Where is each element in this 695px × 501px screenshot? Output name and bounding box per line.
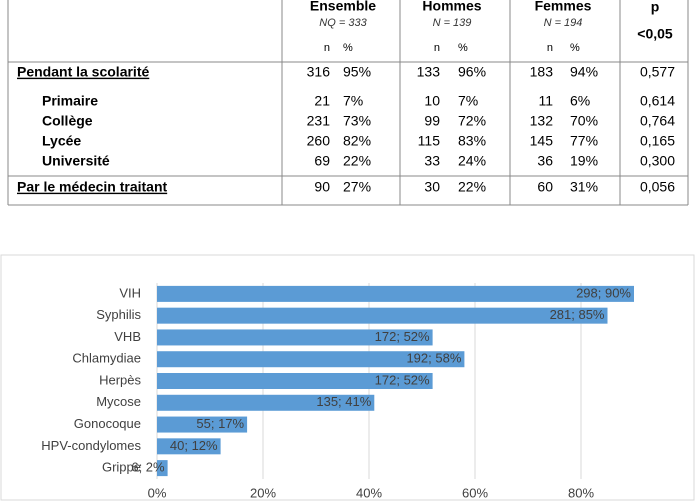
category-label: Grippe	[102, 460, 141, 475]
p-value: 0,764	[640, 113, 675, 129]
bar	[157, 438, 221, 455]
pct-value: 22%	[343, 153, 371, 169]
category-label: Chlamydiae	[72, 351, 141, 366]
bar	[157, 416, 248, 433]
bar	[157, 285, 634, 302]
data-label: 298; 90%	[576, 285, 631, 300]
pct-value: 24%	[458, 153, 486, 169]
column-title: Ensemble	[310, 0, 376, 14]
pct-header: %	[458, 42, 468, 54]
category-label: Syphilis	[96, 307, 141, 322]
pct-value: 72%	[458, 113, 486, 129]
n-value: 36	[537, 153, 553, 169]
data-label: 55; 17%	[196, 416, 244, 431]
column-subtitle: N = 139	[433, 17, 472, 29]
p-subtitle: <0,05	[637, 26, 673, 42]
category-label: Gonocoque	[74, 416, 141, 431]
n-value: 132	[530, 113, 554, 129]
n-value: 30	[424, 179, 440, 195]
column-title: Hommes	[422, 0, 481, 14]
n-value: 145	[530, 133, 554, 149]
n-value: 183	[530, 64, 554, 80]
row-label: Lycée	[42, 133, 81, 149]
p-value: 0,577	[640, 64, 675, 80]
pct-value: 19%	[570, 153, 598, 169]
data-label: 172; 52%	[375, 372, 430, 387]
n-value: 90	[314, 179, 330, 195]
x-tick-label: 20%	[250, 485, 276, 500]
chart-frame	[0, 254, 695, 501]
n-value: 33	[424, 153, 440, 169]
pct-value: 7%	[343, 93, 363, 109]
row-label: Collège	[42, 113, 93, 129]
column-title: Femmes	[535, 0, 592, 14]
pct-value: 94%	[570, 64, 598, 80]
p-value: 0,614	[640, 93, 675, 109]
category-label: Mycose	[96, 394, 141, 409]
pct-value: 73%	[343, 113, 371, 129]
n-value: 260	[307, 133, 331, 149]
pct-value: 7%	[458, 93, 478, 109]
pct-value: 27%	[343, 179, 371, 195]
n-value: 316	[307, 64, 331, 80]
section-label: Pendant la scolarité	[17, 64, 149, 80]
bar	[157, 373, 433, 389]
n-value: 99	[424, 113, 440, 129]
p-value: 0,056	[640, 179, 675, 195]
pct-value: 70%	[570, 113, 598, 129]
row-label: Université	[42, 153, 110, 169]
pct-value: 95%	[343, 64, 371, 80]
pct-header: %	[570, 42, 580, 54]
column-subtitle: NQ = 333	[319, 17, 367, 29]
p-title: p	[651, 0, 660, 15]
bar	[157, 307, 608, 324]
x-tick-label: 80%	[568, 485, 594, 500]
n-value: 69	[314, 153, 330, 169]
data-label: 172; 52%	[375, 329, 430, 344]
n-value: 21	[314, 93, 330, 109]
bar	[157, 460, 168, 477]
n-header: n	[547, 42, 553, 54]
category-label: VIH	[119, 285, 141, 300]
p-value: 0,165	[640, 133, 675, 149]
pct-value: 96%	[458, 64, 486, 80]
bar	[157, 394, 375, 411]
category-label: VHB	[114, 329, 141, 344]
x-tick-label: 40%	[356, 485, 382, 500]
n-header: n	[324, 42, 330, 54]
category-label: HPV-condylomes	[41, 438, 141, 453]
n-value: 11	[538, 93, 553, 109]
x-tick-label: 60%	[462, 485, 488, 500]
pct-value: 6%	[570, 93, 590, 109]
section-label: Par le médecin traitant	[17, 179, 168, 195]
n-value: 115	[418, 133, 441, 149]
n-value: 60	[537, 179, 553, 195]
data-label: 135; 41%	[316, 394, 371, 409]
pct-value: 77%	[570, 133, 598, 149]
pct-value: 31%	[570, 179, 598, 195]
x-tick-label: 0%	[148, 485, 167, 500]
data-label: 192; 58%	[406, 351, 461, 366]
n-value: 133	[417, 64, 441, 80]
pct-value: 83%	[458, 133, 486, 149]
n-value: 10	[424, 93, 440, 109]
pct-value: 82%	[343, 133, 371, 149]
bar	[157, 351, 465, 368]
data-label: 40; 12%	[170, 438, 218, 453]
p-value: 0,300	[640, 153, 675, 169]
data-label: 6; 2%	[131, 460, 165, 475]
n-value: 231	[307, 113, 331, 129]
data-label: 281; 85%	[550, 307, 605, 322]
column-subtitle: N = 194	[544, 17, 583, 29]
bar	[157, 329, 433, 346]
pct-header: %	[343, 42, 353, 54]
pct-value: 22%	[458, 179, 486, 195]
category-label: Herpès	[99, 372, 141, 387]
table-lines	[7, 0, 689, 206]
n-header: n	[434, 42, 440, 54]
row-label: Primaire	[42, 93, 98, 109]
